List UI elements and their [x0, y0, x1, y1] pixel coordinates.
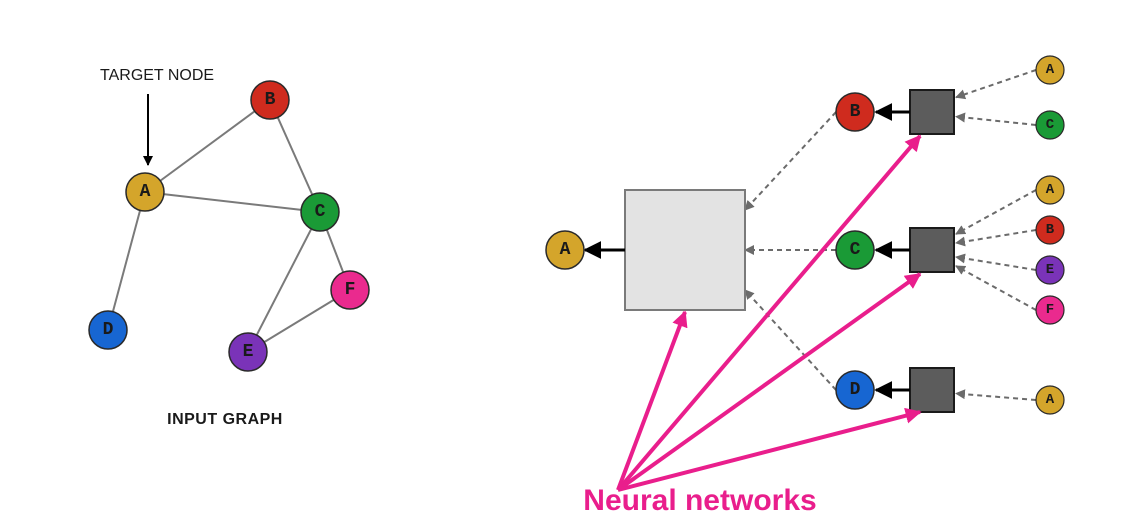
node-C-label: C — [315, 202, 326, 222]
node-A: A — [126, 173, 164, 211]
nn-box-B — [910, 90, 954, 134]
dashed-B-from-C — [956, 117, 1036, 125]
layer1-nodes: B C D — [836, 93, 874, 409]
layer2-nodes: A C A B E F A — [1036, 56, 1064, 414]
output-node-A: A — [546, 231, 584, 269]
l2-node-F: F — [1036, 296, 1064, 324]
edge-A-D — [108, 192, 145, 330]
node-D: D — [89, 311, 127, 349]
l2-node-A-label: A — [1046, 392, 1055, 408]
magenta-arrow-3 — [618, 412, 920, 490]
l1-node-B-label: B — [850, 102, 861, 122]
l2-node-E: E — [1036, 256, 1064, 284]
l1-node-C: C — [836, 231, 874, 269]
magenta-arrow-0 — [618, 312, 685, 490]
dashed-bigbox-from-D — [745, 290, 836, 390]
l2-node-C: C — [1036, 111, 1064, 139]
target-node-label: TARGET NODE — [100, 67, 214, 84]
nn-box-C — [910, 228, 954, 272]
dashed-D-from-A — [956, 394, 1036, 401]
nn-box-D — [910, 368, 954, 412]
neural-networks-label: Neural networks — [583, 484, 816, 517]
node-A-label: A — [140, 182, 151, 202]
l1-node-B: B — [836, 93, 874, 131]
l1-node-D: D — [836, 371, 874, 409]
l2-node-C-label: C — [1046, 117, 1055, 133]
edge-A-B — [145, 100, 270, 192]
input-graph-nodes: A B C D E F — [89, 81, 369, 371]
l2-node-A-label: A — [1046, 62, 1055, 78]
output-node-A-label: A — [560, 240, 571, 260]
node-B: B — [251, 81, 289, 119]
node-D-label: D — [103, 320, 114, 340]
input-graph-caption: INPUT GRAPH — [167, 411, 283, 428]
dashed-bigbox-from-B — [745, 112, 836, 210]
dashed-B-from-A — [956, 70, 1036, 97]
dashed-arrows-l2 — [956, 70, 1036, 400]
l2-node-F-label: F — [1046, 302, 1054, 318]
node-B-label: B — [265, 90, 276, 110]
l2-node-B: B — [1036, 216, 1064, 244]
l2-node-B-label: B — [1046, 222, 1055, 238]
dashed-C-from-F — [956, 266, 1036, 310]
node-E-label: E — [243, 342, 254, 362]
node-F: F — [331, 271, 369, 309]
dashed-C-from-A — [956, 190, 1036, 234]
l1-node-D-label: D — [850, 380, 861, 400]
l1-node-C-label: C — [850, 240, 861, 260]
dashed-C-from-B — [956, 230, 1036, 243]
edge-A-C — [145, 192, 320, 212]
l2-node-A-label: A — [1046, 182, 1055, 198]
node-E: E — [229, 333, 267, 371]
l2-node-A: A — [1036, 56, 1064, 84]
aggregator-box — [625, 190, 745, 310]
node-F-label: F — [345, 280, 356, 300]
l2-node-E-label: E — [1046, 262, 1054, 278]
l2-node-A: A — [1036, 176, 1064, 204]
l2-node-A: A — [1036, 386, 1064, 414]
dashed-C-from-E — [956, 257, 1036, 270]
node-C: C — [301, 193, 339, 231]
